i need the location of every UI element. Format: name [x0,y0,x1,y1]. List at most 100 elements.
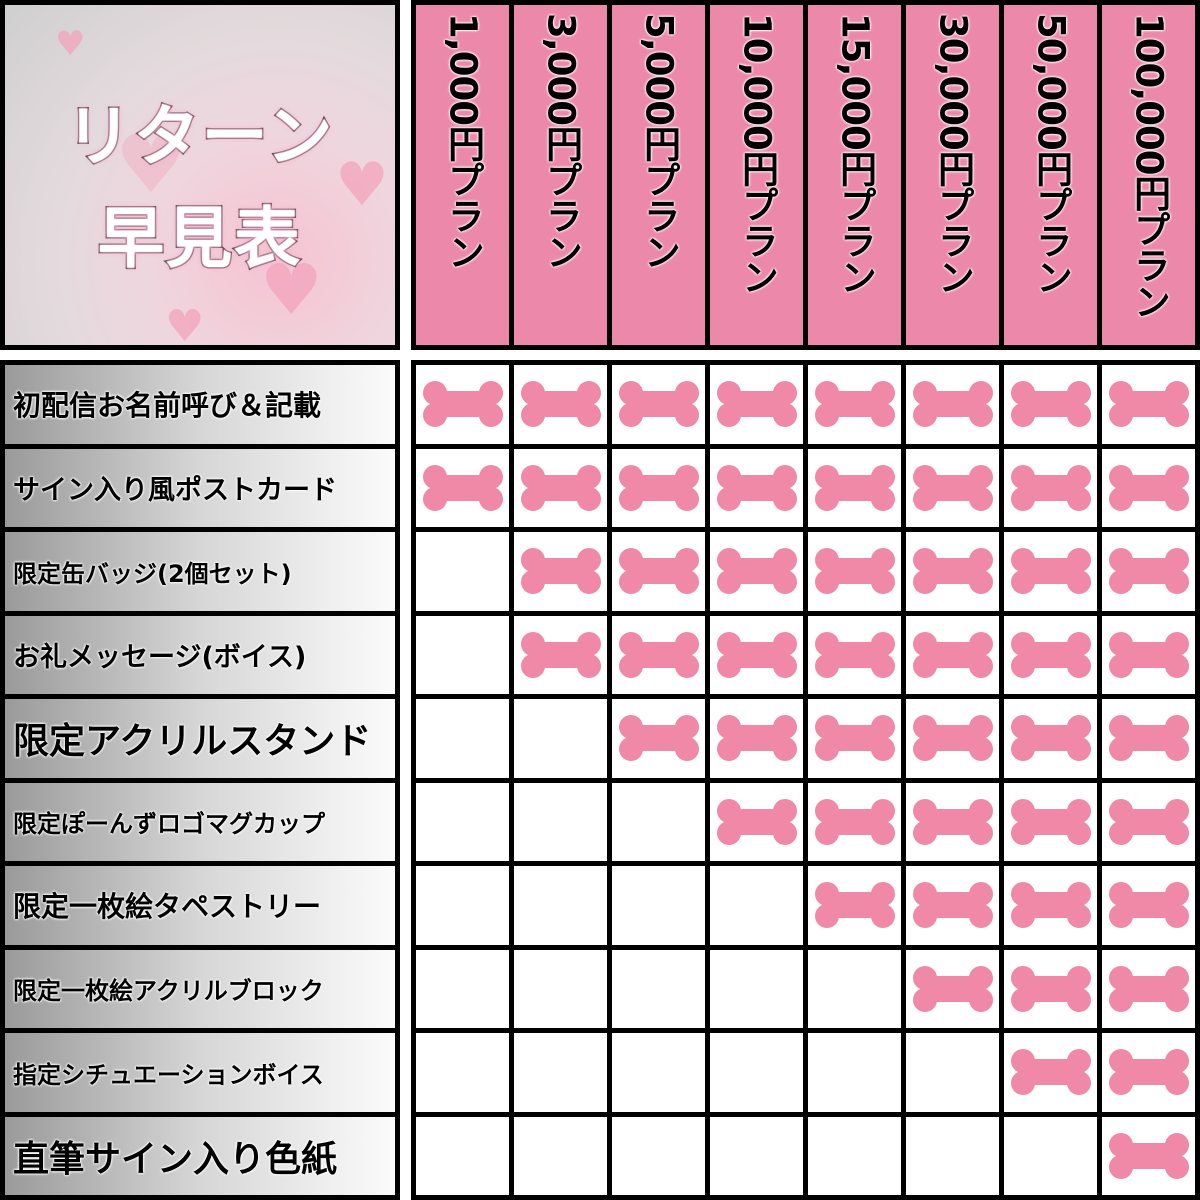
matrix-cell [1004,448,1097,527]
bone-icon [520,464,601,511]
bone-icon [912,381,993,428]
matrix-cell [710,615,803,694]
matrix-cell [1004,699,1097,778]
bone-icon [912,464,993,511]
bone-icon [912,882,993,929]
bone-icon [1108,381,1189,428]
matrix-cell [1004,866,1097,945]
reward-label: 初配信お名前呼び＆記載 [5,365,395,444]
matrix-cell [1004,1116,1097,1195]
reward-label: 直筆サイン入り色紙 [5,1116,395,1195]
matrix-cell [514,1116,607,1195]
matrix-cell [612,615,705,694]
matrix-cell [906,365,999,444]
matrix-cell [906,699,999,778]
plan-header: 15,000円プラン [808,5,901,345]
bone-icon [1108,548,1189,595]
bone-icon [1010,882,1091,929]
matrix-cell [514,615,607,694]
bone-icon [1010,965,1091,1012]
plan-label: 1,000円プラン [441,13,485,270]
matrix-cell [612,949,705,1028]
matrix-cell [710,782,803,861]
heart-icon: ♥ [335,150,389,220]
plan-label: 3,000円プラン [539,13,583,270]
matrix-cell [612,866,705,945]
matrix-cell [906,949,999,1028]
matrix-cell [416,949,509,1028]
matrix-cell [808,1033,901,1112]
bone-icon [1010,464,1091,511]
matrix-cell [416,365,509,444]
reward-label-column: 初配信お名前呼び＆記載 サイン入り風ポストカード 限定缶バッジ(2個セット) お礼メッ… [0,360,400,1200]
matrix-cell [710,448,803,527]
matrix-cell [514,448,607,527]
plan-label: 15,000円プラン [833,13,877,294]
matrix-cell [416,1116,509,1195]
matrix-cell [1102,949,1195,1028]
matrix-cell [906,1116,999,1195]
bone-icon [520,381,601,428]
reward-label: サイン入り風ポストカード [5,448,395,527]
matrix-cell [1004,615,1097,694]
reward-label: 限定一枚絵タペストリー [5,866,395,945]
matrix-cell [1004,782,1097,861]
bone-icon [520,548,601,595]
matrix-cell [710,365,803,444]
heart-icon: ♥ [260,249,323,331]
bone-icon [1108,1132,1189,1179]
bone-icon [1108,631,1189,678]
bone-icon [814,548,895,595]
bone-icon [520,631,601,678]
bone-icon [716,631,797,678]
plan-header: 30,000円プラン [906,5,999,345]
matrix-cell [514,532,607,611]
matrix-cell [1102,1033,1195,1112]
bone-icon [912,715,993,762]
matrix-cell [514,699,607,778]
bone-icon [1108,798,1189,845]
plan-header: 3,000円プラン [514,5,607,345]
bone-icon [716,381,797,428]
matrix-cell [416,866,509,945]
matrix-cell [1102,615,1195,694]
plan-header: 50,000円プラン [1004,5,1097,345]
matrix-cell [416,615,509,694]
bone-icon [1010,1049,1091,1096]
bone-icon [912,548,993,595]
bone-icon [1108,965,1189,1012]
matrix-cell [906,448,999,527]
bone-icon [618,381,699,428]
bone-icon [1010,798,1091,845]
plan-header: 10,000円プラン [710,5,803,345]
matrix-cell [906,1033,999,1112]
matrix-cell [710,949,803,1028]
matrix-cell [1004,949,1097,1028]
matrix-cell [1102,448,1195,527]
plan-label: 100,000円プラン [1127,13,1171,319]
reward-label: お礼メッセージ(ボイス) [5,615,395,694]
bone-icon [912,798,993,845]
matrix-cell [808,1116,901,1195]
bone-icon [1108,882,1189,929]
matrix-cell [808,699,901,778]
matrix-cell [612,1116,705,1195]
bone-icon [1108,464,1189,511]
bone-icon [716,715,797,762]
reward-label: 指定シチュエーションボイス [5,1033,395,1112]
matrix-cell [808,782,901,861]
matrix-cell [514,782,607,861]
bone-icon [1010,631,1091,678]
matrix-cell [416,1033,509,1112]
matrix-cell [906,782,999,861]
matrix-cell [416,532,509,611]
bone-icon [814,715,895,762]
matrix-cell [514,1033,607,1112]
plan-header: 1,000円プラン [416,5,509,345]
matrix-cell [710,866,803,945]
plan-header: 100,000円プラン [1102,5,1195,345]
heart-icon: ♥ [165,301,205,350]
matrix-cell [612,699,705,778]
matrix-cell [710,532,803,611]
matrix-cell [906,866,999,945]
